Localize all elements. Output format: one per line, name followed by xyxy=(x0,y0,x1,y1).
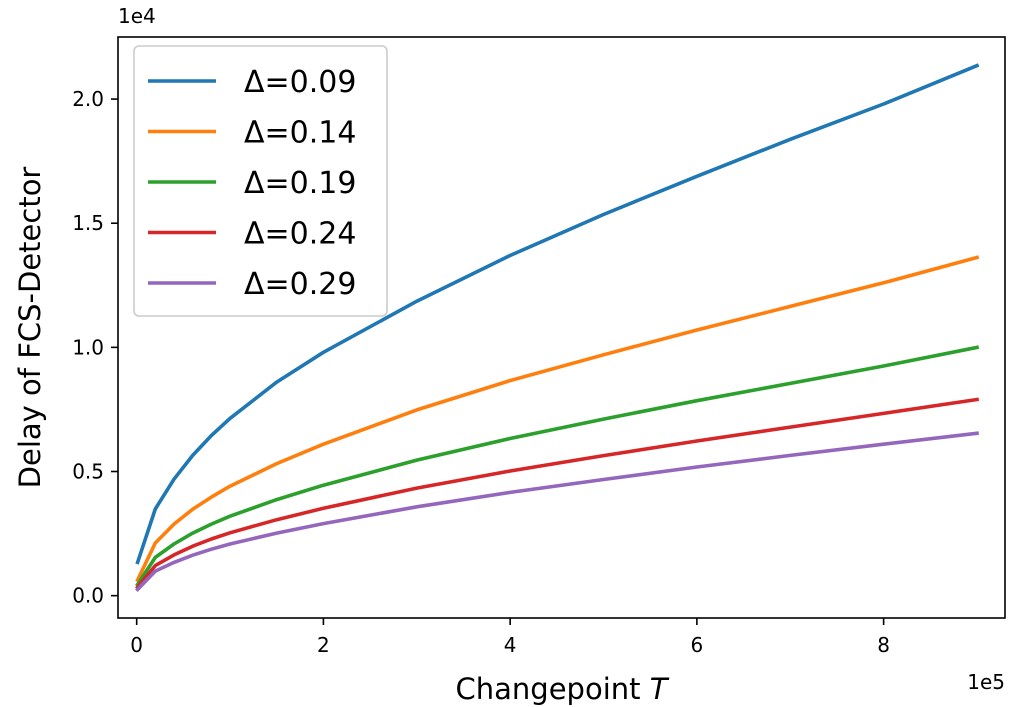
series-line-4 xyxy=(135,397,980,590)
legend-label-3: Δ=0.19 xyxy=(244,166,356,201)
legend-box xyxy=(133,45,388,317)
legend-label-2: Δ=0.14 xyxy=(244,116,356,151)
series-line-2 xyxy=(135,255,980,583)
legend-label-1: Δ=0.09 xyxy=(244,65,356,100)
x-tick-label: 8 xyxy=(877,633,890,657)
series-line-1 xyxy=(135,63,980,565)
x-axis-label-variable: T xyxy=(650,672,670,706)
x-tick-label: 4 xyxy=(504,633,517,657)
legend: Δ=0.09 Δ=0.14 Δ=0.19 Δ=0.24 Δ=0.29 xyxy=(133,45,388,317)
y-tick-label: 0.5 xyxy=(72,460,104,484)
x-axis-label-text: Changepoint xyxy=(456,672,641,706)
y-tick-label: 1.5 xyxy=(72,211,104,235)
x-axis-label: Changepoint T xyxy=(456,672,670,706)
y-axis: 0.0 0.5 1.0 1.5 2.0 xyxy=(72,87,118,608)
x-tick-label: 6 xyxy=(691,633,704,657)
x-axis-multiplier: 1e5 xyxy=(967,670,1005,694)
plot-frame xyxy=(117,36,1006,619)
x-axis: 0 2 4 6 8 xyxy=(130,618,890,657)
series-layer xyxy=(135,63,980,592)
x-tick-label: 2 xyxy=(317,633,330,657)
x-tick-label: 0 xyxy=(130,633,143,657)
y-tick-label: 2.0 xyxy=(72,87,104,111)
y-tick-label: 1.0 xyxy=(72,335,104,359)
legend-label-4: Δ=0.24 xyxy=(244,217,356,252)
series-line-5 xyxy=(135,431,979,592)
y-axis-multiplier: 1e4 xyxy=(118,4,156,28)
series-line-3 xyxy=(135,345,980,587)
y-tick-label: 0.0 xyxy=(72,584,104,608)
legend-label-5: Δ=0.29 xyxy=(244,267,356,302)
y-axis-label: Delay of FCS-Detector xyxy=(13,167,47,489)
